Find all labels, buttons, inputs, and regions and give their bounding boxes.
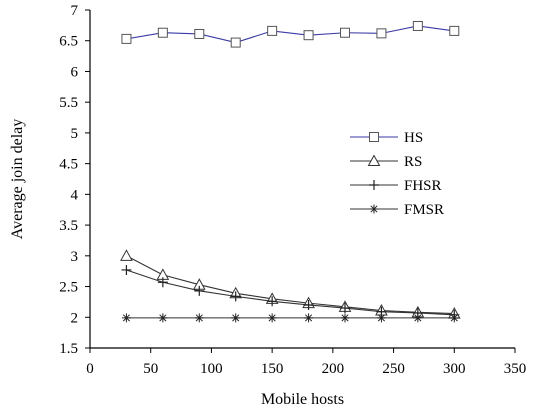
x-tick-label: 0 <box>86 361 94 377</box>
legend-marker <box>369 204 379 214</box>
legend-label: FHSR <box>404 178 442 194</box>
series-layer <box>120 20 461 323</box>
legend-label: HS <box>404 130 423 146</box>
x-tick-label: 300 <box>443 361 466 377</box>
x-tick-label: 50 <box>143 361 158 377</box>
data-point-fmsr <box>304 313 314 323</box>
series-hs <box>121 20 460 48</box>
data-point-hs <box>121 33 132 44</box>
data-point-fhsr <box>303 299 314 310</box>
data-point-fmsr <box>194 313 204 323</box>
x-tick-label: 150 <box>261 361 284 377</box>
data-point-fhsr <box>340 303 350 314</box>
data-point-fmsr <box>376 313 386 323</box>
data-point-fmsr <box>449 313 459 323</box>
y-tick-label: 5.5 <box>59 95 78 111</box>
data-point-fmsr <box>340 313 350 323</box>
y-tick-label: 1.5 <box>59 341 78 357</box>
x-tick-label: 200 <box>322 361 345 377</box>
data-point-fmsr <box>231 313 241 323</box>
y-tick-label: 2.5 <box>59 280 78 296</box>
data-point-fhsr <box>230 291 241 302</box>
x-tick-label: 100 <box>200 361 223 377</box>
legend-item-fhsr: FHSR <box>350 178 442 194</box>
data-point-hs <box>230 37 241 48</box>
y-tick-label: 4.5 <box>59 157 78 173</box>
series-line-rs <box>126 255 455 315</box>
series-line-hs <box>126 25 455 44</box>
legend-marker <box>369 132 379 142</box>
data-point-fmsr <box>158 313 168 323</box>
data-point-hs <box>157 27 168 38</box>
x-axis-title: Mobile hosts <box>261 391 344 408</box>
y-tick-label: 7 <box>71 3 79 19</box>
series-line-fhsr <box>126 269 455 316</box>
data-point-fmsr <box>121 313 131 323</box>
data-point-hs <box>376 28 387 39</box>
data-point-hs <box>194 28 205 39</box>
legend-item-rs: RS <box>350 154 422 170</box>
data-point-fhsr <box>267 296 278 307</box>
y-tick-label: 5 <box>71 126 79 142</box>
data-point-fmsr <box>413 313 423 323</box>
data-point-hs <box>412 20 423 31</box>
y-tick-label: 6 <box>71 64 79 80</box>
y-tick-label: 2 <box>71 310 79 326</box>
y-tick-label: 6.5 <box>59 34 78 50</box>
data-point-fhsr <box>194 285 205 296</box>
data-point-hs <box>449 25 460 36</box>
legend-label: RS <box>404 154 422 170</box>
data-point-fmsr <box>267 313 277 323</box>
y-tick-label: 4 <box>71 187 79 203</box>
legend-marker <box>367 154 381 166</box>
x-tick-label: 350 <box>504 361 527 377</box>
data-point-fhsr <box>157 277 168 288</box>
series-fmsr <box>121 313 459 323</box>
legend: HS RS FHSR FMSR <box>350 130 444 218</box>
y-tick-label: 3 <box>71 249 79 265</box>
data-point-hs <box>303 30 314 41</box>
y-tick-label: 3.5 <box>59 218 78 234</box>
y-axis-title: Average join delay <box>9 119 26 240</box>
data-point-hs <box>340 27 350 38</box>
legend-marker <box>369 180 379 190</box>
legend-item-hs: HS <box>350 130 423 146</box>
data-point-hs <box>267 25 278 36</box>
axes: 1.5 2 2.5 3 3.5 4 4.5 5 5.5 6 6.5 7 0 50 100 150 200 250 3… <box>59 3 526 377</box>
legend-item-fmsr: FMSR <box>350 202 444 218</box>
data-point-fhsr <box>121 264 132 275</box>
legend-label: FMSR <box>404 202 444 218</box>
x-tick-label: 250 <box>382 361 405 377</box>
data-point-rs <box>120 249 133 261</box>
